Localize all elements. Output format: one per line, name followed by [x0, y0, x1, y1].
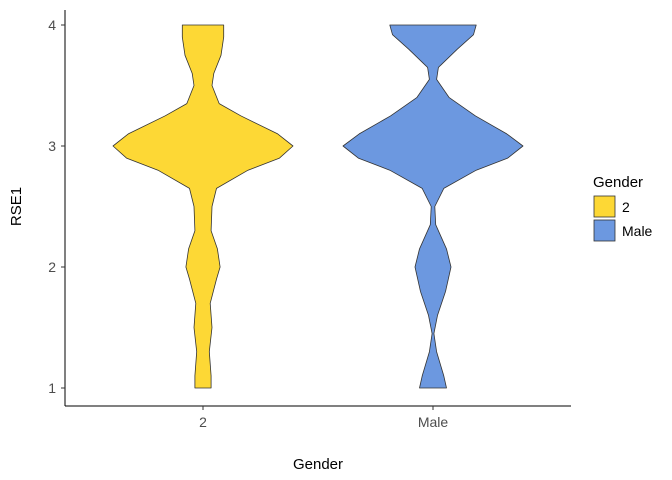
y-ticks: 1 2 3 4 — [48, 17, 65, 396]
legend-label: 2 — [622, 199, 630, 215]
x-tick-label: 2 — [199, 414, 207, 430]
x-tick-label: Male — [418, 414, 449, 430]
legend-label: Male — [622, 223, 653, 239]
x-ticks: 2 Male — [199, 406, 448, 430]
y-tick-label: 1 — [48, 380, 56, 396]
legend: Gender 2 Male — [593, 174, 653, 242]
x-axis-title: Gender — [293, 456, 343, 473]
violin-two — [112, 24, 294, 389]
axes-layer — [64, 10, 571, 407]
y-tick-label: 2 — [48, 259, 56, 275]
legend-swatch — [593, 219, 616, 242]
legend-swatch — [593, 195, 616, 218]
y-axis-title: RSE1 — [8, 187, 25, 226]
y-tick-label: 3 — [48, 138, 56, 154]
y-tick-label: 4 — [48, 17, 56, 33]
legend-title: Gender — [593, 174, 643, 191]
violin-male — [342, 24, 524, 389]
violins-layer — [112, 24, 524, 389]
